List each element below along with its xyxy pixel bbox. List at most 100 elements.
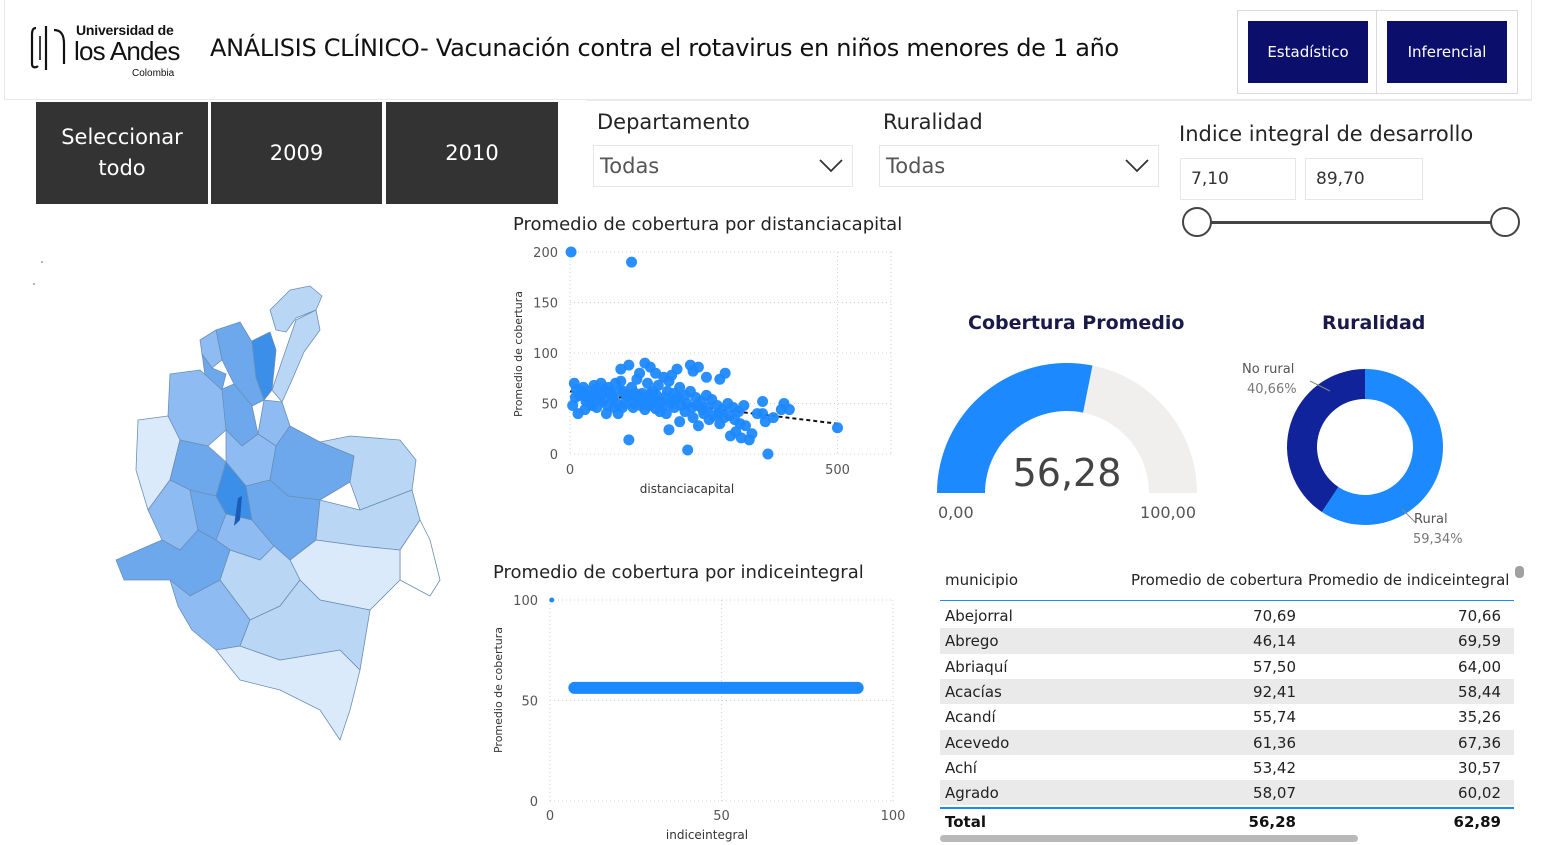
scatter-point — [615, 363, 627, 375]
total-label: Total — [945, 813, 986, 831]
scatter-point — [714, 373, 726, 385]
table-row[interactable]: Abrego 46,14 69,59 — [940, 628, 1514, 654]
cell-cobertura: 55,74 — [1253, 708, 1296, 727]
inferencial-button[interactable]: Inferencial — [1387, 21, 1507, 83]
filter-panel — [586, 100, 1532, 250]
logo-line-1: Universidad de — [76, 22, 174, 38]
scatter-point — [656, 402, 668, 414]
donut-slice — [1321, 369, 1443, 525]
year-2009-button[interactable]: 2009 — [211, 102, 382, 204]
cell-municipio: Acacías — [945, 682, 1002, 701]
cell-indice: 58,44 — [1458, 682, 1501, 701]
logo-line-2: los Andes — [74, 36, 180, 66]
table-row[interactable]: Acandí 55,74 35,26 — [940, 704, 1514, 729]
table-row[interactable]: Achí 53,42 30,57 — [940, 755, 1514, 780]
donut-value-rural: 59,34% — [1413, 532, 1463, 547]
los-andes-logo: Universidad de los Andes Colombia — [30, 22, 190, 82]
cell-indice: 69,59 — [1458, 632, 1501, 651]
map-lake — [234, 496, 242, 526]
column-header[interactable]: Promedio de indiceintegral — [1308, 571, 1510, 589]
scatter-point — [674, 416, 686, 428]
page-title: ANÁLISIS CLÍNICO- Vacunación contra el r… — [210, 34, 1119, 62]
scatter-point — [757, 395, 769, 407]
y-tick-label: 100 — [513, 594, 538, 609]
scatter-point — [702, 402, 714, 414]
cell-municipio: Agrado — [945, 784, 999, 803]
year-2010-button[interactable]: 2010 — [386, 102, 558, 204]
cell-cobertura: 92,41 — [1253, 682, 1296, 701]
scatter-point — [661, 385, 673, 397]
cell-cobertura: 58,07 — [1253, 784, 1296, 803]
scatter-point — [692, 420, 704, 432]
cell-municipio: Abejorral — [945, 607, 1013, 625]
ruralidad-label: Ruralidad — [883, 110, 983, 134]
scatter-point — [783, 404, 795, 416]
ruralidad-donut[interactable]: No rural 40,66% Rural 59,34% — [1230, 355, 1500, 550]
column-header[interactable]: municipio — [945, 571, 1019, 589]
scatter-point — [634, 367, 646, 379]
table-vertical-scrollbar[interactable] — [1515, 566, 1524, 578]
indice-max-input[interactable]: 89,70 — [1305, 158, 1423, 200]
column-header[interactable]: Promedio de cobertura — [1131, 571, 1303, 589]
gauge-value: 56,28 — [1013, 451, 1122, 495]
indice-min-input[interactable]: 7,10 — [1180, 158, 1296, 200]
donut-leader-line — [1401, 508, 1417, 524]
scatter-point — [619, 398, 631, 409]
table-horizontal-scrollbar[interactable] — [940, 835, 1358, 842]
scatter-point — [687, 412, 699, 424]
scatter-point — [746, 428, 758, 440]
cell-municipio: Acevedo — [945, 733, 1010, 752]
table-row[interactable]: Abriaquí 57,50 64,00 — [940, 654, 1514, 679]
departamento-dropdown[interactable]: Todas — [593, 145, 853, 187]
indice-slider-max-handle[interactable] — [1490, 207, 1520, 237]
municipio-table[interactable]: municipio Promedio de cobertura Promedio… — [940, 563, 1524, 845]
scatter-point — [762, 448, 774, 460]
year-select-all-button[interactable]: Seleccionar todo — [36, 102, 208, 204]
map-region — [215, 645, 361, 741]
departamento-label: Departamento — [597, 110, 750, 134]
scatter-distance-title: Promedio de cobertura por distanciacapit… — [513, 214, 903, 235]
ruralidad-dropdown[interactable]: Todas — [879, 145, 1159, 187]
scatter-distance-xlabel: distanciacapital — [640, 482, 734, 496]
scatter-indice-chart[interactable]: 100 50 0 0 50 100 indiceintegral Promedio de… — [480, 590, 910, 845]
indice-label: Indice integral de desarrollo — [1179, 122, 1474, 146]
table-header: municipio Promedio de cobertura Promedio… — [940, 563, 1514, 601]
scatter-point — [565, 246, 577, 258]
cell-indice: 67,36 — [1458, 733, 1501, 752]
cell-indice: 60,02 — [1458, 784, 1501, 803]
table-row[interactable]: Acevedo 61,36 67,36 — [940, 729, 1514, 755]
colombia-map[interactable] — [20, 250, 460, 750]
cell-cobertura: 57,50 — [1253, 657, 1296, 676]
cell-cobertura: 46,14 — [1253, 632, 1296, 651]
scatter-indice-title: Promedio de cobertura por indiceintegral — [493, 562, 864, 583]
cell-indice: 30,57 — [1458, 758, 1501, 777]
total-cobertura: 56,28 — [1248, 813, 1296, 831]
cell-indice: 64,00 — [1458, 657, 1501, 676]
x-tick-label: 0 — [566, 463, 574, 478]
scatter-point — [581, 391, 593, 403]
gauge-title: Cobertura Promedio — [968, 312, 1185, 334]
scatter-point — [738, 400, 750, 412]
y-tick-label: 0 — [550, 448, 558, 463]
cell-indice: 35,26 — [1458, 708, 1501, 727]
coverage-gauge[interactable]: 56,28 0,00 100,00 — [930, 355, 1210, 530]
map-region — [239, 579, 371, 671]
estadistico-button[interactable]: Estadístico — [1248, 21, 1368, 83]
cell-municipio: Abrego — [945, 632, 999, 651]
table-row[interactable]: Acacías 92,41 58,44 — [940, 678, 1514, 705]
gauge-max: 100,00 — [1140, 503, 1196, 522]
table-row[interactable]: Agrado 58,07 60,02 — [940, 780, 1514, 806]
departamento-value: Todas — [600, 154, 660, 178]
table-row[interactable]: Abejorral 70,69 70,66 — [940, 603, 1514, 628]
scatter-point — [567, 400, 579, 412]
scatter-point — [832, 422, 843, 434]
scatter-point — [652, 379, 664, 391]
scatter-point — [600, 408, 612, 420]
nav-box-inferencial: Inferencial — [1376, 10, 1518, 94]
scatter-point — [692, 361, 704, 373]
indice-slider-min-handle[interactable] — [1182, 207, 1212, 237]
scatter-point — [586, 400, 598, 412]
donut-value-norural: 40,66% — [1247, 382, 1297, 397]
donut-slice — [1287, 369, 1365, 512]
